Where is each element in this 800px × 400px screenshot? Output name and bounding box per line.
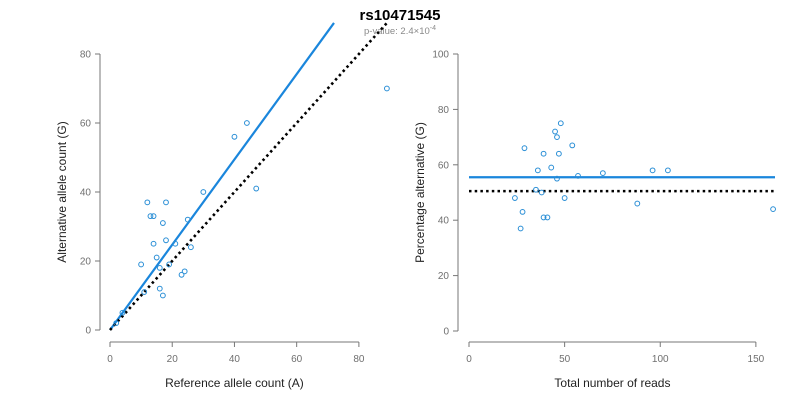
data-point bbox=[540, 150, 547, 157]
data-point bbox=[552, 128, 558, 135]
data-point bbox=[649, 167, 656, 174]
data-point bbox=[554, 134, 560, 141]
y-tick-label: 40 bbox=[80, 188, 92, 199]
data-point bbox=[156, 265, 163, 271]
data-point bbox=[383, 85, 390, 92]
data-point bbox=[665, 167, 671, 174]
data-point bbox=[555, 150, 562, 157]
data-point bbox=[770, 206, 776, 213]
data-point bbox=[187, 244, 194, 251]
data-point bbox=[544, 214, 551, 221]
y-tick-label: 0 bbox=[85, 326, 91, 337]
data-point bbox=[156, 285, 163, 292]
data-point bbox=[150, 240, 157, 247]
data-point bbox=[231, 133, 238, 140]
data-point bbox=[184, 216, 191, 223]
y-axis-label: Alternative allele count (G) bbox=[55, 121, 69, 262]
data-point bbox=[512, 195, 518, 201]
data-point bbox=[569, 142, 576, 149]
x-tick-label: 0 bbox=[107, 354, 113, 365]
data-point bbox=[554, 175, 560, 182]
data-point bbox=[538, 189, 545, 196]
data-point bbox=[548, 164, 555, 171]
x-axis-label: Reference allele count (A) bbox=[165, 376, 304, 390]
y-tick-label: 40 bbox=[438, 216, 450, 227]
y-tick-label: 20 bbox=[80, 257, 92, 268]
y-tick-label: 60 bbox=[438, 160, 450, 171]
data-point bbox=[540, 214, 547, 221]
data-point bbox=[153, 254, 160, 261]
x-tick-label: 100 bbox=[652, 354, 669, 365]
figure-subtitle: p-value: 2.4×10-4 bbox=[364, 25, 436, 37]
figure-title: rs10471545 bbox=[360, 7, 441, 24]
data-point bbox=[519, 208, 526, 215]
data-point bbox=[178, 271, 185, 278]
y-tick-label: 0 bbox=[443, 327, 449, 338]
fitted-line bbox=[109, 22, 335, 331]
reference-line bbox=[109, 22, 388, 331]
data-point bbox=[521, 145, 528, 152]
data-point bbox=[163, 237, 169, 244]
data-point bbox=[517, 225, 524, 232]
x-tick-label: 0 bbox=[466, 354, 472, 365]
data-point bbox=[159, 292, 166, 299]
data-point bbox=[150, 213, 157, 220]
data-point bbox=[181, 268, 188, 275]
data-point bbox=[163, 199, 169, 206]
data-point bbox=[634, 200, 641, 207]
y-tick-label: 80 bbox=[80, 50, 92, 61]
data-point bbox=[533, 186, 539, 193]
data-point bbox=[147, 213, 154, 220]
p-value-exponent: -4 bbox=[430, 25, 436, 32]
data-point bbox=[243, 120, 250, 126]
x-tick-label: 50 bbox=[559, 354, 571, 365]
data-point bbox=[534, 167, 541, 174]
data-point bbox=[575, 172, 581, 179]
data-point bbox=[172, 240, 179, 247]
x-tick-label: 20 bbox=[167, 354, 179, 365]
y-tick-label: 80 bbox=[438, 105, 450, 116]
data-point bbox=[159, 220, 166, 226]
p-value-text: p-value: 2.4×10 bbox=[364, 26, 430, 37]
x-tick-label: 60 bbox=[291, 354, 303, 365]
right-panel: 0 20 40 60 80 100 0 50 100 150 Total number of rea… bbox=[413, 50, 776, 390]
data-point bbox=[599, 170, 606, 177]
y-tick-label: 60 bbox=[80, 119, 92, 130]
y-axis-label: Percentage alternative (G) bbox=[413, 122, 427, 263]
y-tick-label: 100 bbox=[432, 50, 449, 61]
left-panel: 0 20 40 60 80 0 20 40 60 80 Reference allele count… bbox=[55, 22, 390, 390]
y-tick-label: 20 bbox=[438, 271, 450, 282]
x-tick-label: 150 bbox=[748, 354, 765, 365]
data-point bbox=[113, 320, 120, 327]
data-point bbox=[561, 195, 568, 201]
data-point bbox=[253, 185, 260, 192]
data-point bbox=[141, 289, 148, 295]
data-point bbox=[200, 189, 207, 195]
data-point bbox=[166, 261, 173, 268]
data-point bbox=[138, 261, 145, 268]
data-point bbox=[119, 309, 126, 316]
x-axis-label: Total number of reads bbox=[554, 376, 670, 390]
x-tick-label: 40 bbox=[229, 354, 241, 365]
data-point bbox=[557, 120, 564, 127]
data-point bbox=[144, 199, 151, 206]
x-tick-label: 80 bbox=[353, 354, 365, 365]
